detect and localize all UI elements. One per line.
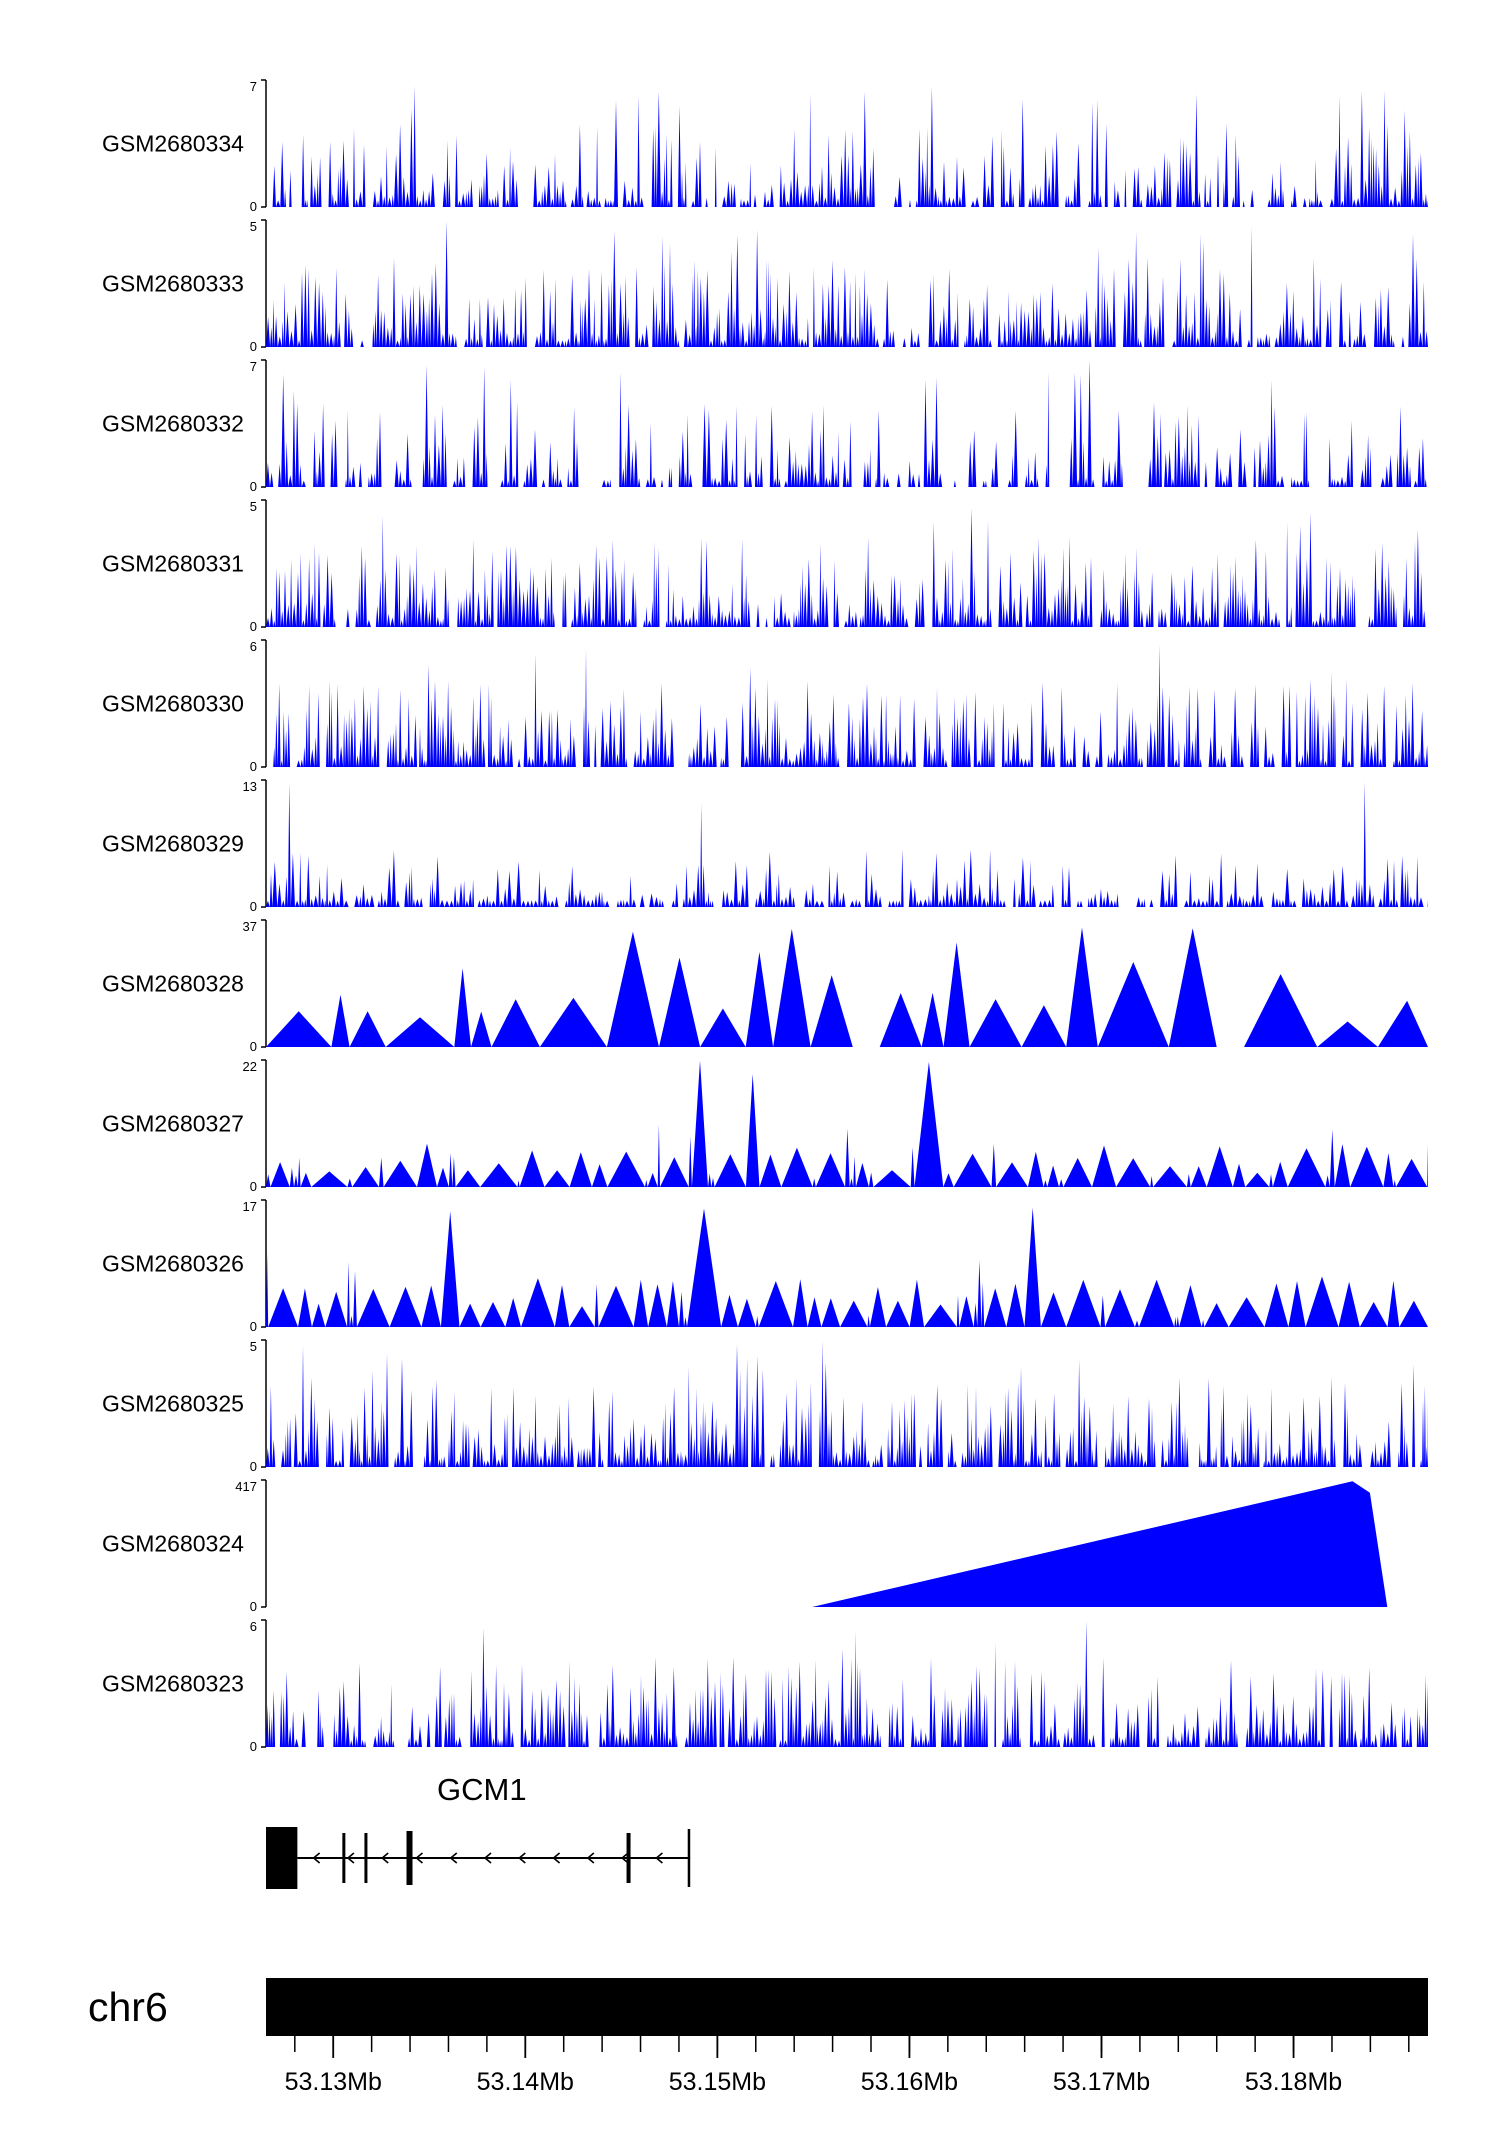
track-label: GSM2680331 bbox=[102, 551, 244, 577]
track-ymax-label: 17 bbox=[243, 1199, 257, 1214]
track-label: GSM2680324 bbox=[102, 1531, 244, 1557]
track-row: GSM2680328 37 0 bbox=[102, 919, 1428, 1054]
gene-track bbox=[266, 1827, 691, 1889]
chromosome-bar bbox=[266, 1978, 1428, 2036]
track-ymin-label: 0 bbox=[250, 1319, 257, 1334]
track-ymax-label: 5 bbox=[250, 219, 257, 234]
track-row: GSM2680327 22 0 bbox=[102, 1059, 1428, 1194]
gene-exon-block bbox=[266, 1827, 298, 1889]
track-label: GSM2680330 bbox=[102, 691, 244, 717]
axis-tick-label: 53.15Mb bbox=[669, 2068, 766, 2096]
track-ymin-label: 0 bbox=[250, 1179, 257, 1194]
track-ymax-label: 5 bbox=[250, 1339, 257, 1354]
track-ymax-label: 6 bbox=[250, 639, 257, 654]
track-row: GSM2680329 13 0 bbox=[102, 779, 1428, 914]
track-label: GSM2680334 bbox=[102, 131, 244, 157]
gene-exon bbox=[687, 1829, 691, 1887]
track-row: GSM2680325 5 0 bbox=[102, 1339, 1428, 1474]
gene-name-label: GCM1 bbox=[437, 1772, 527, 1807]
track-row: GSM2680330 6 0 bbox=[102, 639, 1428, 774]
track-row: GSM2680331 5 0 bbox=[102, 499, 1428, 634]
track-row: GSM2680333 5 0 bbox=[102, 219, 1428, 354]
track-label: GSM2680325 bbox=[102, 1391, 244, 1417]
axis-tick-label: 53.17Mb bbox=[1053, 2068, 1150, 2096]
track-ymax-label: 37 bbox=[243, 919, 257, 934]
strand-arrow-icon bbox=[552, 1852, 561, 1864]
strand-arrow-icon bbox=[586, 1852, 595, 1864]
strand-arrow-icon bbox=[620, 1852, 629, 1864]
axis-tick-label: 53.16Mb bbox=[861, 2068, 958, 2096]
track-ymin-label: 0 bbox=[250, 1459, 257, 1474]
gene-exon bbox=[406, 1831, 413, 1885]
strand-arrow-icon bbox=[518, 1852, 526, 1864]
track-signal bbox=[266, 1340, 1428, 1467]
track-signal bbox=[266, 508, 1428, 627]
track-label: GSM2680333 bbox=[102, 271, 244, 297]
track-label: GSM2680328 bbox=[102, 971, 244, 997]
track-signal bbox=[266, 220, 1428, 347]
strand-arrow-icon bbox=[449, 1852, 458, 1864]
track-signal bbox=[266, 1207, 1428, 1327]
track-signal bbox=[266, 1620, 1428, 1747]
track-ymax-label: 7 bbox=[250, 359, 257, 374]
track-row: GSM2680324 417 0 bbox=[102, 1479, 1388, 1614]
track-ymin-label: 0 bbox=[250, 199, 257, 214]
track-ymin-label: 0 bbox=[250, 479, 257, 494]
track-label: GSM2680332 bbox=[102, 411, 244, 437]
track-ymin-label: 0 bbox=[250, 1739, 257, 1754]
track-signal bbox=[266, 360, 1428, 487]
track-label: GSM2680329 bbox=[102, 831, 244, 857]
track-ymin-label: 0 bbox=[250, 1039, 257, 1054]
track-ymin-label: 0 bbox=[250, 759, 257, 774]
track-row: GSM2680334 7 0 bbox=[102, 79, 1428, 214]
strand-arrow-icon bbox=[346, 1852, 355, 1864]
track-row: GSM2680326 17 0 bbox=[102, 1199, 1428, 1334]
track-ymin-label: 0 bbox=[250, 619, 257, 634]
strand-arrow-icon bbox=[655, 1852, 663, 1864]
track-ymax-label: 6 bbox=[250, 1619, 257, 1634]
strand-arrow-icon bbox=[483, 1852, 492, 1864]
track-label: GSM2680323 bbox=[102, 1671, 244, 1697]
gene-exon bbox=[342, 1833, 346, 1883]
track-signal bbox=[266, 1060, 1428, 1187]
track-label: GSM2680327 bbox=[102, 1111, 244, 1137]
gene-exon bbox=[364, 1833, 368, 1883]
track-signal bbox=[266, 644, 1428, 767]
track-signal bbox=[266, 781, 1428, 907]
track-ymax-label: 417 bbox=[235, 1479, 257, 1494]
track-ymax-label: 13 bbox=[243, 779, 257, 794]
chromosome-axis: 53.13Mb 53.14Mb 53.15Mb 53.16Mb 53.17Mb 53.18… bbox=[266, 1978, 1428, 2096]
track-ymax-label: 22 bbox=[243, 1059, 257, 1074]
axis-tick-label: 53.13Mb bbox=[285, 2068, 382, 2096]
track-signal bbox=[266, 927, 1428, 1047]
strand-arrow-icon bbox=[415, 1852, 423, 1864]
track-ymin-label: 0 bbox=[250, 339, 257, 354]
axis-tick-label: 53.14Mb bbox=[477, 2068, 574, 2096]
track-ymin-label: 0 bbox=[250, 1599, 257, 1614]
chromosome-label: chr6 bbox=[88, 1984, 168, 2030]
strand-arrow-icon bbox=[380, 1852, 389, 1864]
track-row: GSM2680332 7 0 bbox=[102, 359, 1428, 494]
track-row: GSM2680323 6 0 bbox=[102, 1619, 1428, 1754]
track-ymax-label: 5 bbox=[250, 499, 257, 514]
axis-tick-label: 53.18Mb bbox=[1245, 2068, 1342, 2096]
strand-arrow-icon bbox=[312, 1852, 321, 1864]
gene-exon bbox=[626, 1833, 631, 1883]
track-ymin-label: 0 bbox=[250, 899, 257, 914]
track-signal bbox=[812, 1481, 1388, 1607]
track-label: GSM2680326 bbox=[102, 1251, 244, 1277]
track-signal bbox=[266, 85, 1428, 207]
track-ymax-label: 7 bbox=[250, 79, 257, 94]
